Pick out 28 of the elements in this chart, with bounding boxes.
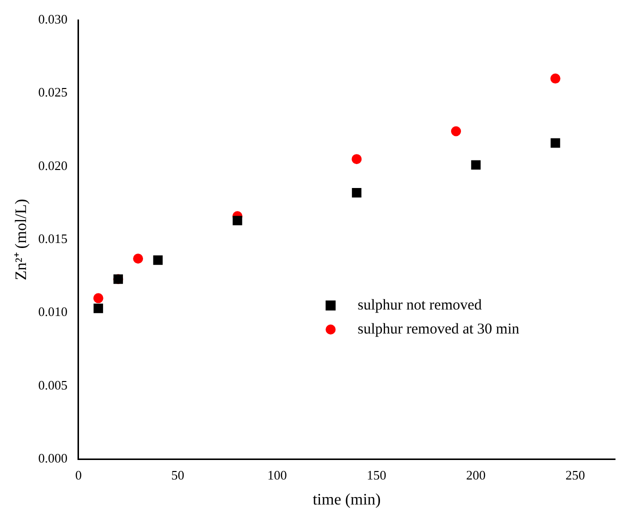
y-tick-label: 0.005 — [38, 377, 68, 392]
x-tick-label: 50 — [171, 467, 184, 482]
point — [232, 216, 242, 226]
point — [352, 154, 362, 164]
point — [352, 188, 362, 198]
legend-label: sulphur removed at 30 min — [358, 321, 520, 338]
x-tick-label: 0 — [75, 467, 82, 482]
y-tick-label: 0.015 — [38, 231, 68, 246]
point — [133, 254, 144, 264]
x-tick-label: 200 — [466, 467, 486, 482]
y-tick-label: 0.030 — [38, 11, 68, 26]
y-axis-title: Zn²⁺ (mol/L) — [12, 198, 30, 280]
x-tick-label: 100 — [267, 467, 287, 482]
x-axis-title: time (min) — [312, 492, 381, 509]
legend-label: sulphur not removed — [358, 297, 482, 314]
y-tick-label: 0.010 — [38, 304, 68, 320]
y-tick-label: 0.025 — [38, 84, 68, 100]
point — [550, 138, 560, 148]
x-tick-label: 150 — [366, 467, 386, 482]
point — [153, 255, 163, 265]
point — [93, 293, 104, 304]
y-tick-label: 0.000 — [38, 450, 68, 466]
x-tick-label: 250 — [566, 467, 586, 482]
y-tick-label: 0.020 — [38, 158, 68, 173]
point — [94, 304, 104, 314]
point — [550, 74, 560, 84]
point — [451, 126, 462, 136]
point — [471, 160, 481, 170]
